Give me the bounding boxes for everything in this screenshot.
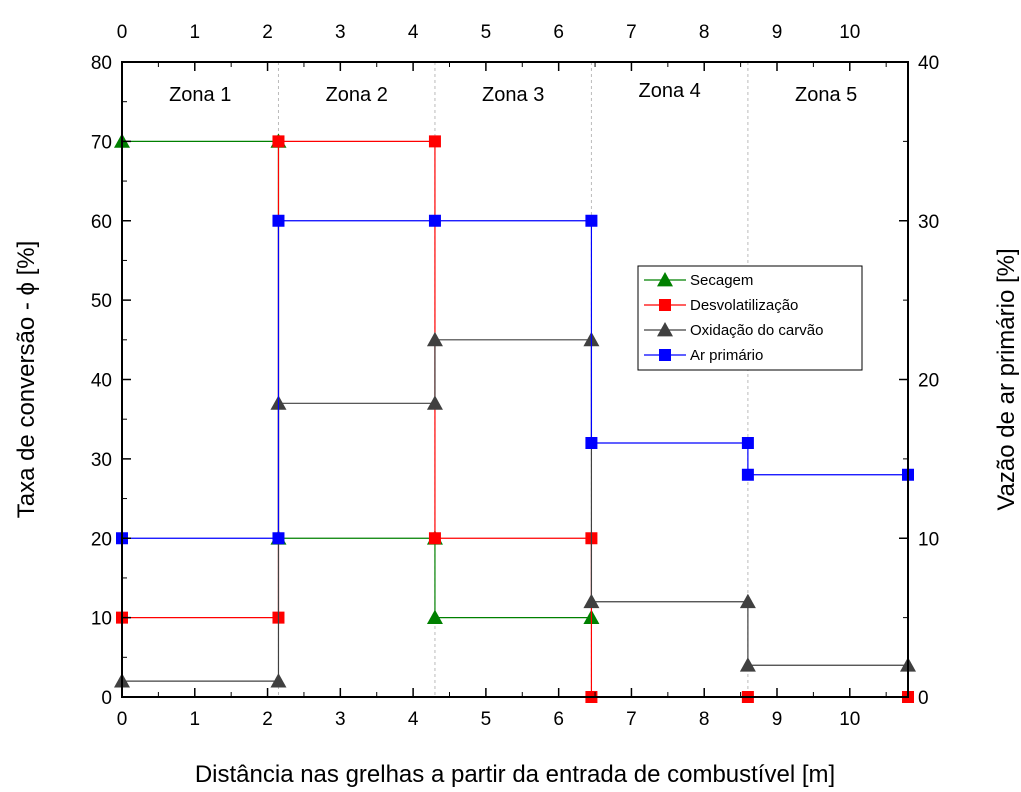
- y-left-axis-title: Taxa de conversão - ϕ [%]: [13, 241, 40, 519]
- zone-label: Zona 2: [326, 84, 388, 106]
- series-layer: [114, 133, 916, 703]
- data-point: [426, 331, 443, 347]
- y-left-tick-label: 10: [91, 609, 112, 630]
- plot-frame: [121, 61, 909, 698]
- data-point: [426, 609, 443, 625]
- x-tick-label-top: 9: [772, 22, 783, 43]
- y-left-tick-label: 20: [91, 529, 112, 550]
- zone-label: Zona 4: [639, 80, 701, 102]
- legend-entry: Secagem: [644, 272, 753, 289]
- x-tick-label-top: 0: [117, 22, 128, 43]
- legend-label: Secagem: [690, 272, 753, 289]
- y-right-tick-label: 10: [918, 529, 939, 550]
- legend-marker: [659, 349, 671, 361]
- series-0: [114, 133, 600, 625]
- x-tick-label-bottom: 10: [839, 709, 860, 730]
- data-point: [426, 395, 443, 410]
- y-right-tick-label: 0: [918, 688, 929, 709]
- series-3: [116, 214, 914, 545]
- x-tick-label-top: 6: [553, 22, 564, 43]
- zone-labels: Zona 1 Zona 2 Zona 3 Zona 4 Zona 5: [169, 80, 857, 106]
- x-tick-label-top: 10: [839, 22, 860, 43]
- series-line: [122, 140, 592, 619]
- zone-label: Zona 1: [169, 84, 231, 106]
- x-tick-label-bottom: 5: [481, 709, 492, 730]
- legend-marker: [657, 272, 673, 287]
- x-tick-label-top: 5: [481, 22, 492, 43]
- data-point: [739, 593, 756, 609]
- zone-label: Zona 3: [482, 84, 544, 106]
- y-left-tick-label: 70: [91, 132, 112, 153]
- legend-entry: Oxidação do carvão: [644, 322, 823, 339]
- data-point: [272, 214, 285, 227]
- series-line: [122, 339, 908, 682]
- legend-entry: Desvolatilização: [644, 297, 798, 314]
- y-left-tick-label: 40: [91, 371, 112, 392]
- data-point: [583, 593, 600, 609]
- legend-marker: [659, 299, 671, 311]
- data-point: [428, 214, 441, 227]
- y-right-tick-label: 20: [918, 371, 939, 392]
- y-left-tick-label: 50: [91, 291, 112, 312]
- data-point: [585, 437, 598, 449]
- x-tick-label-bottom: 6: [553, 709, 564, 730]
- x-tick-label-bottom: 0: [117, 709, 128, 730]
- y-right-tick-label: 40: [918, 53, 939, 74]
- x-tick-label-top: 2: [262, 22, 273, 43]
- legend-box: [637, 265, 863, 371]
- y-right-axis-title: Vazão de ar primário [%]: [993, 248, 1020, 510]
- y-left-tick-label: 30: [91, 450, 112, 471]
- data-point: [428, 135, 441, 148]
- x-tick-label-top: 3: [335, 22, 346, 43]
- x-tick-label-top: 1: [189, 22, 200, 43]
- x-tick-label-bottom: 9: [772, 709, 783, 730]
- series-line: [122, 140, 908, 698]
- y-left-tick-label: 60: [91, 212, 112, 233]
- legend-label: Desvolatilização: [690, 297, 798, 314]
- legend: Secagem Desvolatilização Oxidação do carvã…: [637, 265, 863, 371]
- x-tick-label-bottom: 2: [262, 709, 273, 730]
- data-point: [272, 532, 285, 545]
- zone-label: Zona 5: [795, 84, 857, 106]
- x-tick-label-top: 7: [626, 22, 637, 43]
- series-2: [114, 331, 916, 688]
- data-point: [270, 673, 287, 688]
- x-tick-label-bottom: 7: [626, 709, 637, 730]
- ticks-layer: 0011223344556677889910100102030405060708…: [91, 22, 939, 730]
- x-tick-label-bottom: 4: [408, 709, 419, 730]
- data-point: [741, 437, 754, 449]
- legend-entry: Ar primário: [644, 347, 763, 364]
- x-tick-label-top: 4: [408, 22, 419, 43]
- legend-label: Oxidação do carvão: [690, 322, 823, 339]
- data-point: [272, 135, 285, 148]
- data-point: [739, 657, 756, 672]
- legend-label: Ar primário: [690, 347, 763, 364]
- x-tick-label-bottom: 8: [699, 709, 710, 730]
- y-left-tick-label: 80: [91, 53, 112, 74]
- x-tick-label-bottom: 1: [189, 709, 200, 730]
- data-point: [428, 532, 441, 545]
- data-point: [585, 214, 598, 227]
- x-tick-label-top: 8: [699, 22, 710, 43]
- data-point: [741, 468, 754, 481]
- legend-marker: [657, 322, 673, 337]
- x-tick-label-bottom: 3: [335, 709, 346, 730]
- x-axis-title: Distância nas grelhas a partir da entrad…: [195, 761, 835, 788]
- y-right-tick-label: 30: [918, 212, 939, 233]
- y-left-tick-label: 0: [101, 688, 112, 709]
